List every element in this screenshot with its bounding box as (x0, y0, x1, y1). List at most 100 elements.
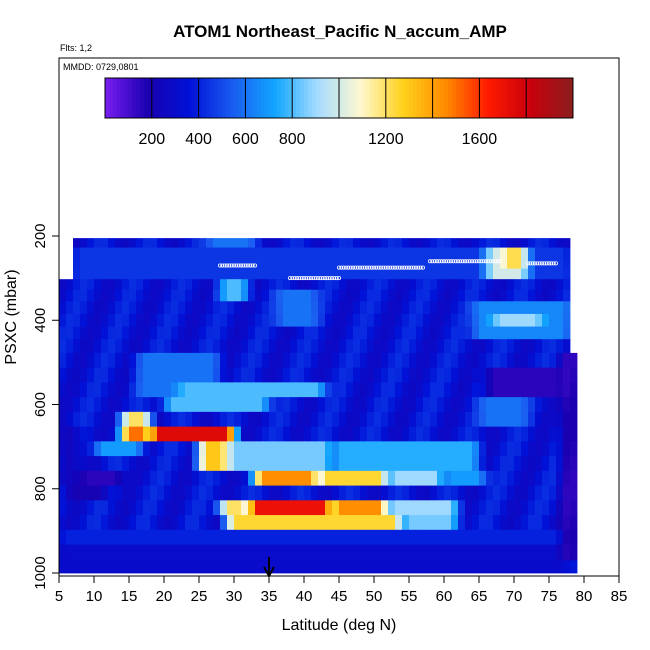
heatmap-cell (59, 352, 67, 369)
heatmap-cell (493, 500, 501, 516)
track-point (237, 233, 242, 238)
heatmap-cell (465, 301, 473, 315)
heatmap-cell (507, 529, 515, 545)
track-point (385, 265, 390, 270)
heatmap-cell (395, 560, 403, 574)
track-point (235, 233, 240, 238)
heatmap-cell (171, 426, 179, 442)
heatmap-cell (444, 313, 452, 327)
heatmap-cell (164, 339, 172, 354)
heatmap-cell (248, 352, 256, 369)
heatmap-cell (185, 301, 193, 315)
heatmap-cell (199, 268, 207, 280)
track-point (233, 233, 238, 238)
heatmap-cell (101, 456, 109, 472)
track-point (357, 265, 362, 270)
heatmap-cell (171, 382, 179, 398)
heatmap-cell (185, 268, 193, 280)
heatmap-cell (297, 560, 305, 574)
track-point (236, 263, 241, 268)
heatmap-cell (199, 279, 207, 291)
dates-label: MMDD: 0729,0801 (63, 62, 139, 72)
heatmap-cell (59, 367, 67, 383)
heatmap-cell (381, 339, 389, 354)
x-tick-label: 70 (506, 588, 523, 605)
heatmap-cell (346, 560, 354, 574)
heatmap-cell (108, 441, 116, 457)
heatmap-cell (262, 441, 270, 457)
track-point (313, 276, 318, 281)
heatmap-cell (87, 301, 95, 315)
heatmap-cell (514, 339, 522, 354)
heatmap-cell (500, 397, 508, 413)
heatmap-cell (339, 411, 347, 428)
heatmap-cell (122, 397, 130, 413)
heatmap-cell (465, 238, 473, 248)
heatmap-cell (129, 326, 137, 340)
heatmap-cell (248, 560, 256, 574)
heatmap-cell (458, 441, 466, 457)
colorbar-segment (167, 78, 172, 118)
track-point (214, 233, 219, 238)
heatmap-cell (199, 247, 207, 259)
track-point (455, 259, 460, 264)
heatmap-cell (206, 301, 214, 315)
heatmap-cell (339, 301, 347, 315)
heatmap-cell (423, 485, 431, 501)
heatmap-cell (213, 268, 221, 280)
colorbar-segment (206, 78, 211, 118)
heatmap-cell (458, 238, 466, 248)
track-point (374, 265, 379, 270)
heatmap-cell (353, 441, 361, 457)
heatmap-cell (192, 529, 200, 545)
heatmap-cell (367, 238, 375, 248)
heatmap-cell (549, 289, 557, 302)
colorbar-segment (491, 78, 496, 118)
heatmap-cell (395, 313, 403, 327)
heatmap-cell (206, 544, 214, 561)
heatmap-cell (122, 441, 130, 457)
heatmap-cell (346, 426, 354, 442)
colorbar-segment (510, 78, 515, 118)
heatmap-cell (94, 529, 102, 545)
heatmap-cell (108, 485, 116, 501)
heatmap-cell (199, 456, 207, 472)
heatmap-cell (80, 470, 88, 486)
heatmap-cell (143, 397, 151, 413)
heatmap-cell (150, 397, 158, 413)
heatmap-cell (325, 544, 333, 561)
heatmap-cell (437, 301, 445, 315)
heatmap-cell (178, 485, 186, 501)
heatmap-cell (199, 367, 207, 383)
heatmap-cell (129, 441, 137, 457)
colorbar-segment (296, 78, 301, 118)
track-point (535, 261, 540, 266)
heatmap-cell (171, 238, 179, 248)
track-point (209, 233, 214, 238)
heatmap-cell (122, 426, 130, 442)
heatmap-cell (486, 367, 494, 383)
heatmap-cell (248, 515, 256, 531)
track-point (439, 259, 444, 264)
heatmap-cell (297, 238, 305, 248)
colorbar-segment (202, 78, 207, 118)
heatmap-cell (283, 485, 291, 501)
heatmap-cell (353, 301, 361, 315)
heatmap-cell (346, 326, 354, 340)
heatmap-cell (87, 289, 95, 302)
colorbar-segment (307, 78, 313, 118)
heatmap-cell (339, 560, 347, 574)
heatmap-cell (304, 515, 312, 531)
heatmap-cell (73, 485, 81, 501)
heatmap-cell (115, 289, 123, 302)
heatmap-cell (234, 500, 242, 516)
heatmap-cell (451, 544, 459, 561)
heatmap-cell (437, 339, 445, 354)
heatmap-cell (192, 382, 200, 398)
track-point (245, 263, 250, 268)
heatmap-cell (381, 301, 389, 315)
heatmap-cell (164, 238, 172, 248)
heatmap-cell (87, 268, 95, 280)
heatmap-cell (59, 500, 67, 516)
heatmap-cell (402, 544, 410, 561)
